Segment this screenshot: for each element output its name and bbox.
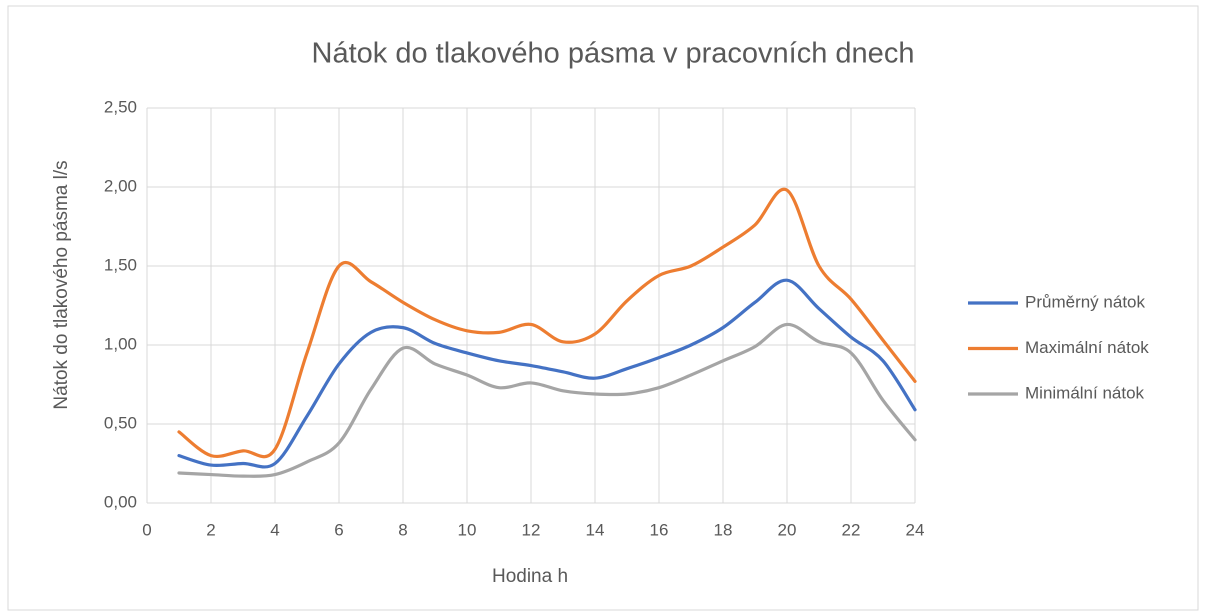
y-tick-label: 1,50 bbox=[104, 255, 137, 274]
y-tick-label: 2,00 bbox=[104, 176, 137, 195]
x-tick-label: 24 bbox=[906, 520, 925, 539]
x-tick-label: 14 bbox=[586, 520, 605, 539]
x-axis-label: Hodina h bbox=[492, 566, 568, 587]
x-tick-label: 8 bbox=[398, 520, 407, 539]
x-tick-label: 10 bbox=[458, 520, 477, 539]
x-tick-label: 16 bbox=[650, 520, 669, 539]
x-tick-label: 6 bbox=[334, 520, 343, 539]
y-axis-label: Nátok do tlakového pásma l/s bbox=[51, 160, 72, 409]
y-tick-label: 1,00 bbox=[104, 334, 137, 353]
series-line bbox=[177, 278, 917, 469]
y-tick-label: 0,00 bbox=[104, 492, 137, 511]
x-tick-label: 20 bbox=[778, 520, 797, 539]
chart-frame bbox=[7, 5, 1199, 611]
y-tick-label: 2,50 bbox=[104, 97, 137, 116]
legend-label: Maximální nátok bbox=[1025, 338, 1149, 357]
x-tick-label: 22 bbox=[842, 520, 861, 539]
x-tick-label: 4 bbox=[270, 520, 279, 539]
series-line bbox=[177, 187, 917, 459]
chart-title: Nátok do tlakového pásma v pracovních dn… bbox=[312, 38, 915, 70]
x-tick-label: 2 bbox=[206, 520, 215, 539]
x-tick-label: 0 bbox=[142, 520, 151, 539]
legend-label: Minimální nátok bbox=[1025, 383, 1145, 402]
legend-label: Průměrný nátok bbox=[1025, 292, 1145, 311]
series-line bbox=[177, 322, 917, 478]
y-tick-label: 0,50 bbox=[104, 413, 137, 432]
x-tick-label: 12 bbox=[522, 520, 541, 539]
x-tick-label: 18 bbox=[714, 520, 733, 539]
